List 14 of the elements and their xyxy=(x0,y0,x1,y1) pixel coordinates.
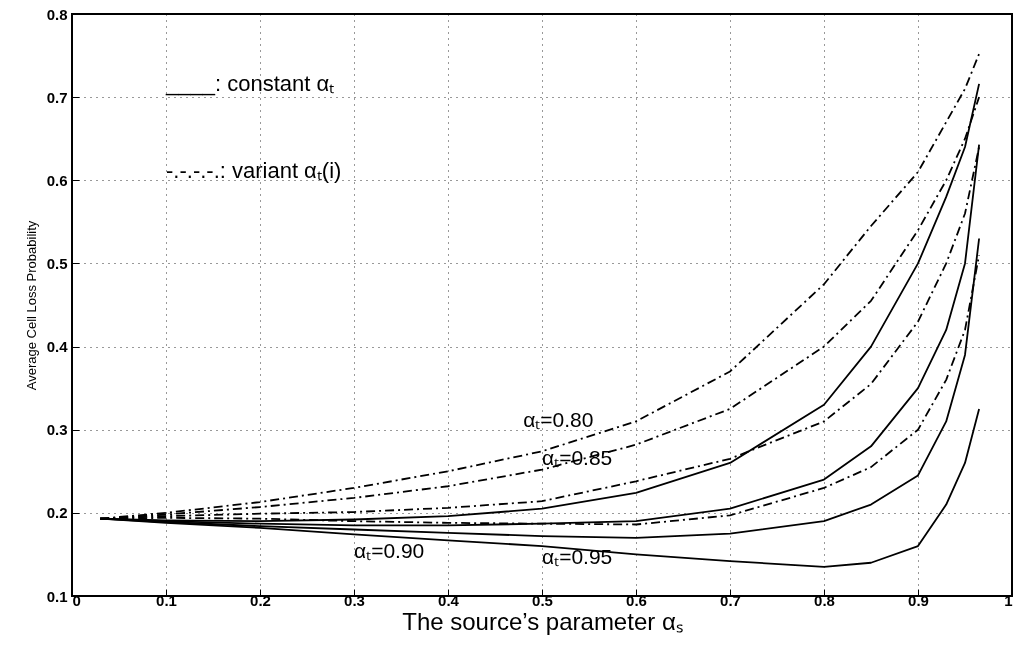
annotation: ____: constant αₜ xyxy=(165,70,335,96)
y-tick-label: 0.8 xyxy=(46,5,68,23)
y-tick-label: 0.5 xyxy=(46,254,68,272)
y-tick-label: 0.4 xyxy=(46,338,69,356)
y-tick-label: 0.7 xyxy=(46,88,68,106)
annotation: αₜ=0.90 xyxy=(354,539,425,563)
y-axis-title: Average Cell Loss Probability xyxy=(23,220,39,391)
y-tick-label: 0.3 xyxy=(46,421,68,439)
annotation: -.-.-.-.: variant αₜ(i) xyxy=(166,158,342,184)
x-axis-title: The source’s parameter αₛ xyxy=(402,607,683,635)
y-tick-label: 0.6 xyxy=(46,171,68,189)
annotation: αₜ=0.80 xyxy=(523,408,594,432)
y-tick-label: 0.2 xyxy=(46,504,68,522)
annotation: αₜ=0.95 xyxy=(542,545,613,569)
